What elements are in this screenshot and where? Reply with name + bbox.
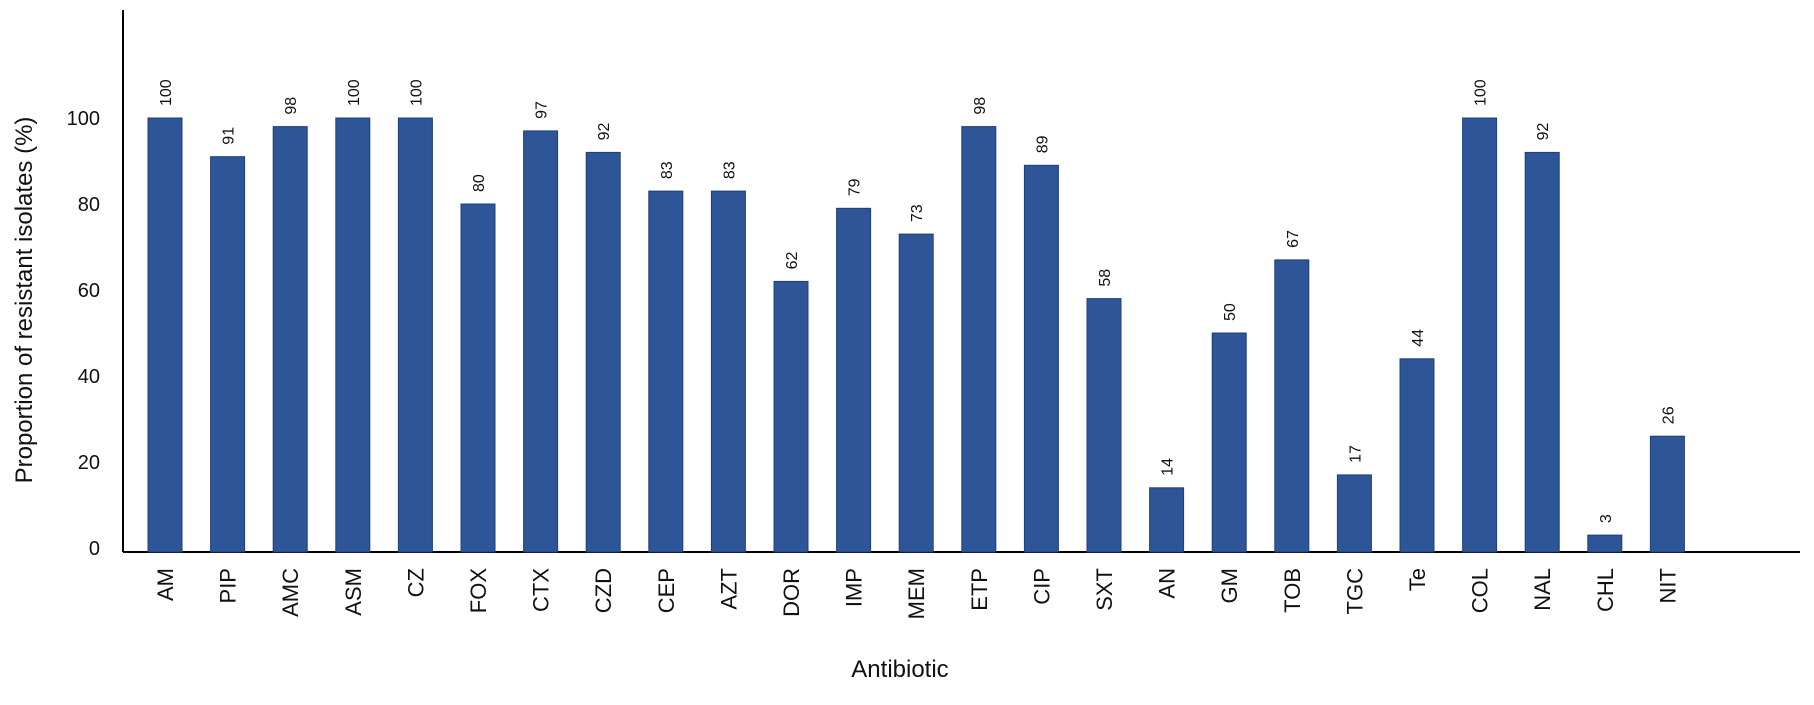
bar-mem: [898, 233, 934, 553]
data-label-pip: 91: [221, 127, 238, 145]
bar-fox: [460, 203, 496, 553]
data-label-dor: 62: [784, 252, 801, 270]
x-tick-label-nit: NIT: [1655, 568, 1680, 603]
data-label-cip: 89: [1034, 135, 1051, 153]
data-label-amc: 98: [283, 97, 300, 115]
data-label-tob: 67: [1285, 230, 1302, 248]
bar-nal: [1524, 151, 1560, 553]
x-tick-label-chl: CHL: [1593, 568, 1618, 612]
data-label-am: 100: [158, 79, 175, 106]
data-label-asm: 100: [346, 79, 363, 106]
data-label-nal: 92: [1535, 123, 1552, 141]
x-tick-label-amc: AMC: [278, 568, 303, 617]
x-tick-label-etp: ETP: [967, 568, 992, 611]
y-tick-label: 20: [78, 452, 100, 474]
data-label-an: 14: [1160, 458, 1177, 476]
y-tick-label: 80: [78, 194, 100, 216]
bar-am: [147, 117, 183, 553]
bar-cz: [397, 117, 433, 553]
bar-nit: [1649, 435, 1685, 553]
x-tick-label-mem: MEM: [904, 568, 929, 619]
x-tick-label-imp: IMP: [842, 568, 867, 607]
data-label-col: 100: [1473, 79, 1490, 106]
x-tick-label-tob: TOB: [1280, 568, 1305, 613]
data-label-fox: 80: [471, 174, 488, 192]
bar-azt: [710, 190, 746, 553]
bar-gm: [1211, 332, 1247, 553]
data-label-czd: 92: [596, 123, 613, 141]
data-label-te: 44: [1410, 329, 1427, 347]
data-label-azt: 83: [721, 161, 738, 179]
x-tick-label-azt: AZT: [716, 568, 741, 610]
data-label-mem: 73: [909, 204, 926, 222]
data-label-sxt: 58: [1097, 269, 1114, 287]
bar-cip: [1023, 164, 1059, 553]
x-tick-label-ctx: CTX: [529, 568, 554, 612]
bar-tob: [1274, 259, 1310, 553]
data-labels-group: 100 91 98 100 100 80 97 92 83 83 62 79 73 98 89 58 14 50 6…: [158, 79, 1677, 523]
data-label-cep: 83: [659, 161, 676, 179]
data-label-chl: 3: [1598, 514, 1615, 523]
bar-amc: [272, 126, 308, 553]
data-label-etp: 98: [972, 97, 989, 115]
data-label-ctx: 97: [534, 101, 551, 119]
x-tick-label-asm: ASM: [341, 568, 366, 616]
y-tick-label: 0: [89, 538, 100, 560]
bar-imp: [836, 207, 872, 553]
x-tick-label-te: Te: [1405, 568, 1430, 591]
x-tick-label-cip: CIP: [1029, 568, 1054, 605]
x-tick-label-dor: DOR: [779, 568, 804, 617]
x-tick-label-czd: CZD: [591, 568, 616, 613]
y-tick-labels: 0 20 40 60 80 100: [67, 108, 100, 560]
data-label-tgc: 17: [1347, 445, 1364, 463]
bar-an: [1149, 487, 1185, 553]
y-tick-label: 40: [78, 366, 100, 388]
x-tick-label-an: AN: [1155, 568, 1180, 599]
x-tick-label-tgc: TGC: [1342, 568, 1367, 615]
x-tick-label-pip: PIP: [216, 568, 241, 603]
bar-chl: [1587, 534, 1623, 553]
x-tick-label-fox: FOX: [466, 568, 491, 614]
bar-pip: [210, 156, 246, 553]
bar-col: [1462, 117, 1498, 553]
y-axis-title: Proportion of resistant isolates (%): [11, 117, 38, 484]
x-axis-title: Antibiotic: [851, 656, 948, 683]
bar-sxt: [1086, 298, 1122, 553]
bar-asm: [335, 117, 371, 553]
data-label-cz: 100: [408, 79, 425, 106]
x-tick-label-am: AM: [153, 568, 178, 601]
data-label-gm: 50: [1222, 303, 1239, 321]
bars-group: [147, 117, 1685, 553]
bar-czd: [585, 151, 621, 553]
data-label-imp: 79: [847, 178, 864, 196]
bar-tgc: [1336, 474, 1372, 553]
x-tick-label-sxt: SXT: [1092, 568, 1117, 611]
x-tick-label-nal: NAL: [1530, 568, 1555, 611]
bar-dor: [773, 280, 809, 553]
y-tick-label: 60: [78, 280, 100, 302]
data-label-nit: 26: [1660, 406, 1677, 424]
bar-cep: [648, 190, 684, 553]
x-tick-label-cz: CZ: [403, 568, 428, 597]
x-tick-label-col: COL: [1468, 568, 1493, 613]
y-tick-label: 100: [67, 108, 100, 130]
bar-ctx: [523, 130, 559, 553]
bar-te: [1399, 358, 1435, 553]
x-tick-label-gm: GM: [1217, 568, 1242, 603]
bar-etp: [961, 126, 997, 553]
x-tick-labels: AM PIP AMC ASM CZ FOX CTX CZD CEP AZT DOR IMP MEM ETP…: [153, 568, 1680, 620]
x-tick-label-cep: CEP: [654, 568, 679, 613]
